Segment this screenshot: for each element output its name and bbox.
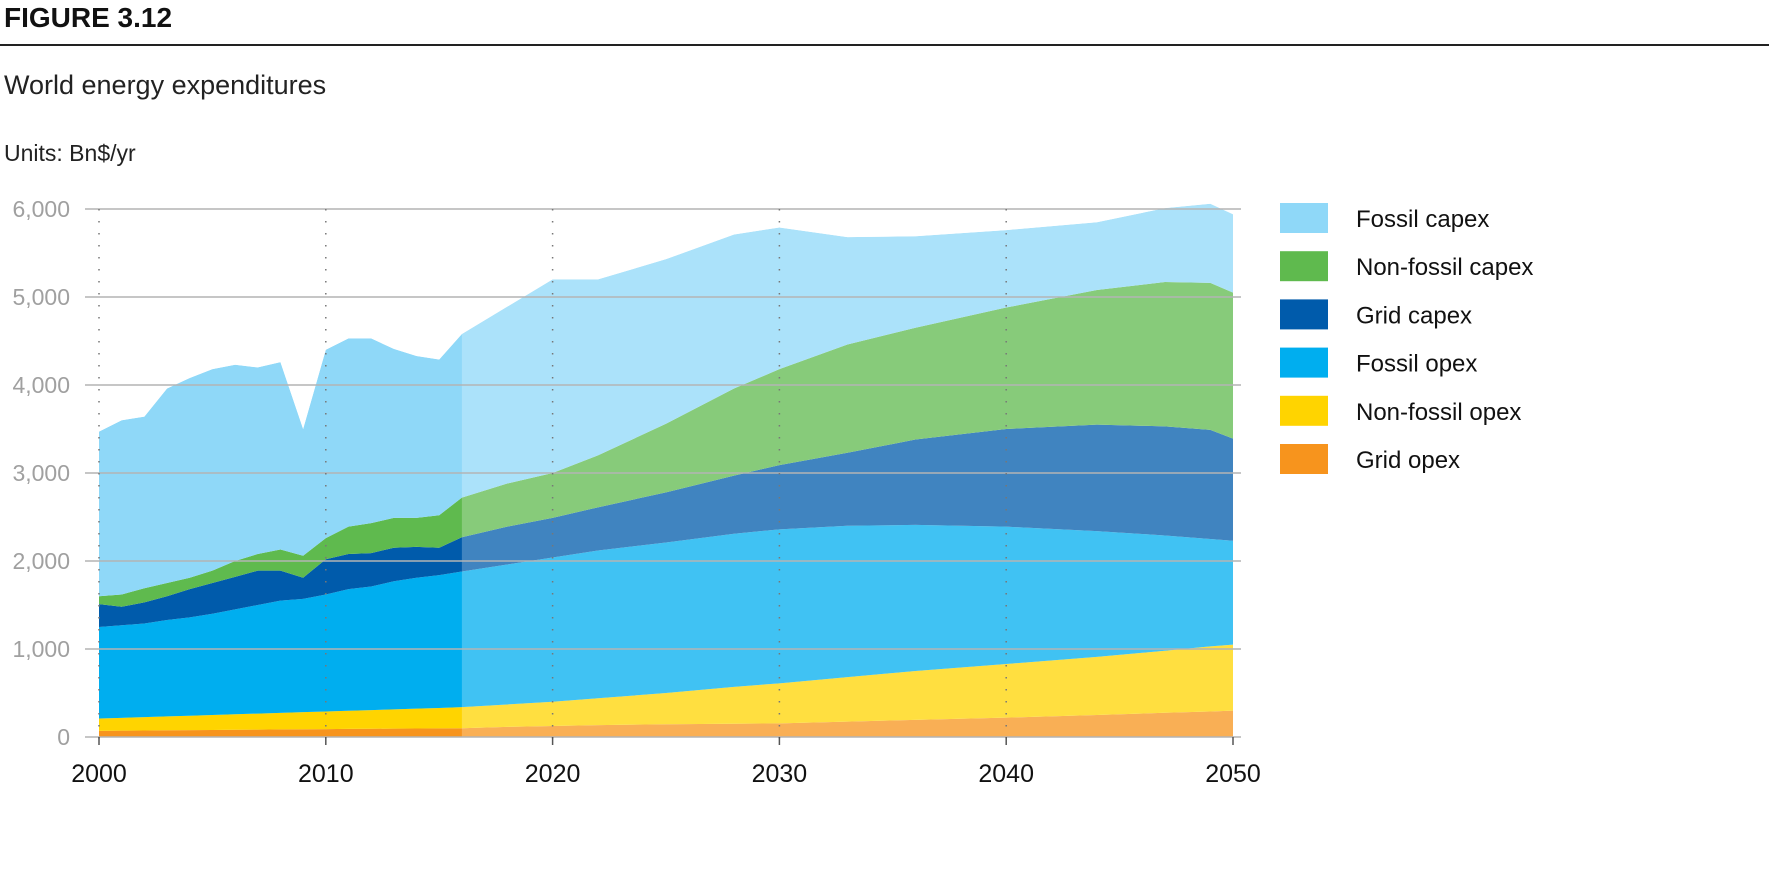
projection-shade [461, 189, 1234, 738]
x-tick-label: 2040 [978, 760, 1034, 788]
chart-title: World energy expenditures [4, 70, 327, 100]
y-tick-label: 0 [57, 724, 70, 750]
title-rule [0, 44, 1769, 46]
figure-label: FIGURE 3.12 [4, 2, 173, 33]
legend-label: Grid opex [1356, 447, 1460, 474]
y-tick-label: 4,000 [12, 372, 70, 398]
legend-label: Non-fossil opex [1356, 399, 1521, 426]
legend-label: Non-fossil capex [1356, 254, 1533, 281]
area-non-fossil-capex [99, 282, 1233, 607]
area-fossil-capex [99, 203, 1233, 597]
area-mask [99, 179, 1233, 432]
legend-swatch [1280, 203, 1328, 233]
x-tick-label: 2010 [298, 760, 354, 788]
x-tick-label: 2050 [1205, 760, 1261, 788]
legend-label: Fossil capex [1356, 206, 1489, 233]
y-tick-label: 3,000 [12, 460, 70, 486]
y-tick-label: 1,000 [12, 636, 70, 662]
legend-label: Fossil opex [1356, 351, 1477, 378]
units-label: Units: Bn$/yr [4, 140, 136, 166]
area-grid-capex [99, 424, 1233, 627]
x-tick-label: 2030 [752, 760, 808, 788]
y-tick-label: 6,000 [12, 196, 70, 222]
x-tick-label: 2020 [525, 760, 581, 788]
y-tick-label: 5,000 [12, 284, 70, 310]
area-grid-opex [99, 710, 1233, 737]
area-fossil-opex [99, 524, 1233, 719]
legend-swatch [1280, 347, 1328, 378]
legend-swatch [1280, 395, 1328, 426]
area-non-fossil-opex [99, 644, 1233, 731]
legend-swatch [1280, 251, 1328, 282]
legend-swatch [1280, 299, 1328, 330]
y-tick-label: 2,000 [12, 548, 70, 574]
legend-label: Grid capex [1356, 302, 1472, 329]
legend-swatch [1280, 444, 1328, 474]
x-tick-label: 2000 [71, 760, 127, 788]
